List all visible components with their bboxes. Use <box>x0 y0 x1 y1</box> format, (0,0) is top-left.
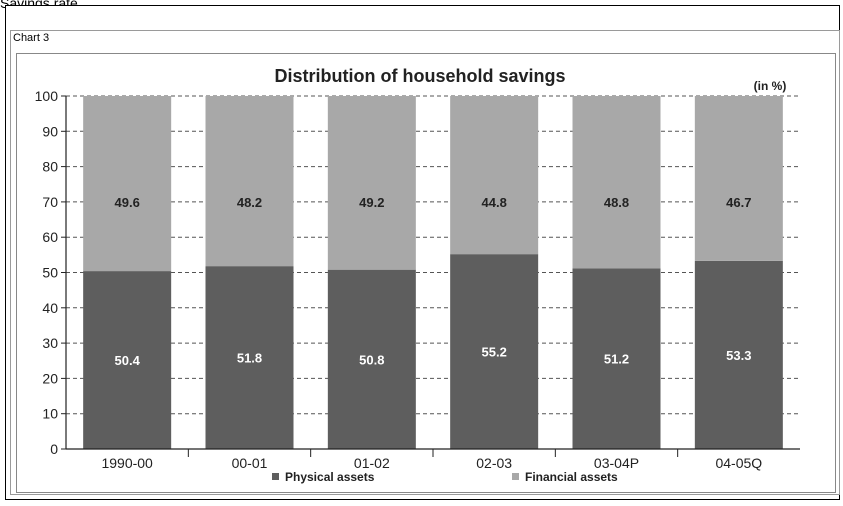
y-tick-label: 80 <box>42 159 58 175</box>
unit-note: (in %) <box>754 79 787 93</box>
y-tick-label: 20 <box>42 370 58 386</box>
y-tick-label: 40 <box>42 300 58 316</box>
legend-swatch-financial-assets <box>512 473 519 480</box>
bar-physical-assets <box>83 271 172 449</box>
data-label-financial-assets: 46.7 <box>726 195 751 210</box>
bar-physical-assets <box>694 260 783 449</box>
chart-tag: Chart 3 <box>13 32 50 44</box>
data-label-physical-assets: 50.8 <box>359 352 384 367</box>
data-label-financial-assets: 48.8 <box>604 195 629 210</box>
x-tick-label: 03-04P <box>594 455 639 471</box>
y-tick-label: 100 <box>35 88 59 104</box>
bar-physical-assets <box>450 254 539 449</box>
axis-layer: 0 10 20 30 40 50 60 70 80 90 100 1990-00 00-01 01-02 0… <box>35 88 800 471</box>
x-tick-label: 01-02 <box>354 455 390 471</box>
data-label-physical-assets: 53.3 <box>726 348 751 363</box>
data-label-physical-assets: 51.2 <box>604 352 629 367</box>
legend-label-physical-assets: Physical assets <box>285 470 375 484</box>
legend-swatch-physical-assets <box>272 473 279 480</box>
y-tick-label: 60 <box>42 229 58 245</box>
grid-layer <box>66 95 800 415</box>
data-label-physical-assets: 51.8 <box>237 351 262 366</box>
bar-physical-assets <box>327 269 416 449</box>
legend: Physical assets Financial assets <box>272 470 618 484</box>
bar-physical-assets <box>205 266 294 449</box>
data-label-physical-assets: 55.2 <box>482 345 507 360</box>
bar-financial-assets <box>327 96 416 270</box>
data-label-physical-assets: 50.4 <box>115 353 141 368</box>
x-tick-label: 02-03 <box>476 455 512 471</box>
chart-title: Distribution of household savings <box>274 66 565 86</box>
y-tick-label: 30 <box>42 335 58 351</box>
bar-financial-assets <box>572 96 661 269</box>
y-tick-label: 0 <box>50 441 58 457</box>
y-tick-label: 50 <box>42 265 58 281</box>
bars-layer: 50.4 49.6 51.8 48.2 50.8 49.2 55.2 44.8 51.2 48.8… <box>83 96 783 449</box>
x-tick-label: 04-05Q <box>715 455 762 471</box>
data-label-financial-assets: 48.2 <box>237 195 262 210</box>
data-label-financial-assets: 49.2 <box>359 195 384 210</box>
data-label-financial-assets: 49.6 <box>115 195 140 210</box>
bar-financial-assets <box>205 96 294 267</box>
y-tick-label: 70 <box>42 194 58 210</box>
x-tick-label: 1990-00 <box>101 455 153 471</box>
y-tick-label: 10 <box>42 406 58 422</box>
data-label-financial-assets: 44.8 <box>482 195 507 210</box>
bar-financial-assets <box>450 96 539 255</box>
bar-financial-assets <box>83 96 172 272</box>
y-tick-label: 90 <box>42 123 58 139</box>
legend-label-financial-assets: Financial assets <box>525 470 618 484</box>
x-tick-label: 00-01 <box>232 455 268 471</box>
bar-financial-assets <box>694 96 783 261</box>
bar-physical-assets <box>572 268 661 449</box>
